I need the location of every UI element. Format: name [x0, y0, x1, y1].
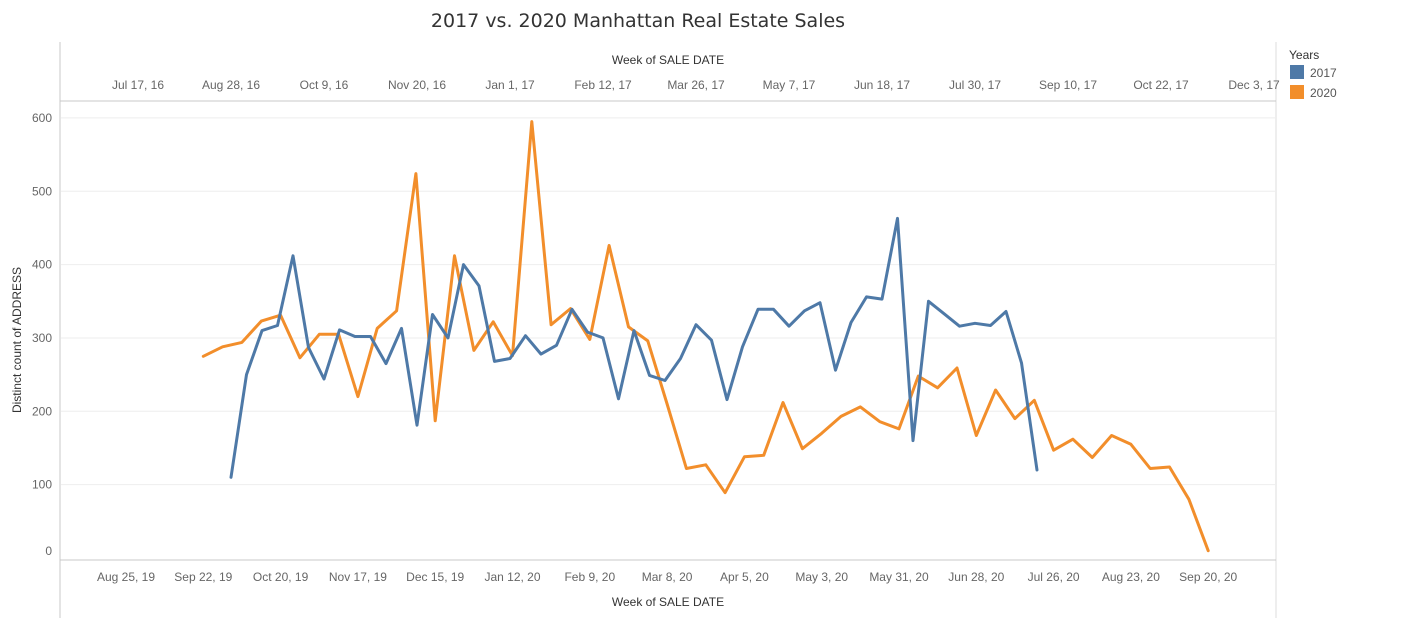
bottom-x-tick-label: Sep 20, 20: [1179, 570, 1237, 584]
bottom-x-tick-label: Oct 20, 19: [253, 570, 309, 584]
legend: Years 2017 2020: [1289, 48, 1337, 100]
top-x-tick-label: Jan 1, 17: [485, 78, 535, 92]
top-x-tick-label: Jul 30, 17: [949, 78, 1001, 92]
series-layer: [201, 120, 1210, 553]
top-x-tick-label: Oct 22, 17: [1133, 78, 1189, 92]
legend-label-2020: 2020: [1310, 86, 1337, 100]
bottom-x-tick-label: Dec 15, 19: [406, 570, 464, 584]
y-tick-label: 300: [32, 331, 52, 345]
bottom-x-tick-label: Feb 9, 20: [564, 570, 615, 584]
y-tick-label: 200: [32, 404, 52, 418]
legend-swatch-2017: [1290, 65, 1304, 79]
legend-swatch-2020: [1290, 85, 1304, 99]
series-line-2020: [201, 120, 1210, 553]
y-axis-title: Distinct count of ADDRESS: [10, 267, 24, 413]
top-x-tick-label: Nov 20, 16: [388, 78, 446, 92]
y-tick-label: 0: [45, 544, 52, 558]
legend-label-2017: 2017: [1310, 66, 1337, 80]
bottom-x-tick-label: Mar 8, 20: [642, 570, 693, 584]
bottom-x-tick-label: Jul 26, 20: [1028, 570, 1080, 584]
bottom-x-tick-label: Jan 12, 20: [484, 570, 540, 584]
y-tick-label: 500: [32, 184, 52, 198]
legend-title: Years: [1289, 48, 1319, 62]
y-tick-label: 600: [32, 111, 52, 125]
series-line-2017: [229, 216, 1039, 479]
bottom-axis-title: Week of SALE DATE: [612, 595, 724, 609]
bottom-x-tick-label: Sep 22, 19: [174, 570, 232, 584]
top-x-tick-label: Jun 18, 17: [854, 78, 910, 92]
bottom-x-tick-label: Jun 28, 20: [948, 570, 1004, 584]
bottom-x-tick-label: Nov 17, 19: [329, 570, 387, 584]
y-tick-label: 100: [32, 478, 52, 492]
gridlines: [61, 117, 1276, 486]
top-x-tick-label: Jul 17, 16: [112, 78, 164, 92]
top-x-tick-label: Oct 9, 16: [300, 78, 349, 92]
bottom-x-tick-label: May 3, 20: [795, 570, 848, 584]
bottom-x-tick-label: Aug 25, 19: [97, 570, 155, 584]
top-x-tick-label: Feb 12, 17: [574, 78, 632, 92]
top-axis-title: Week of SALE DATE: [612, 53, 724, 67]
bottom-x-tick-label: May 31, 20: [869, 570, 929, 584]
top-x-axis-ticks: Jul 17, 16 Aug 28, 16 Oct 9, 16 Nov 20, 16 J…: [112, 78, 1280, 92]
bottom-x-tick-label: Aug 23, 20: [1102, 570, 1160, 584]
top-x-tick-label: Sep 10, 17: [1039, 78, 1097, 92]
top-x-tick-label: May 7, 17: [763, 78, 816, 92]
bottom-x-axis-ticks: Aug 25, 19 Sep 22, 19 Oct 20, 19 Nov 17, 19…: [97, 570, 1238, 584]
y-tick-label: 400: [32, 258, 52, 272]
top-x-tick-label: Dec 3, 17: [1228, 78, 1280, 92]
chart-title: 2017 vs. 2020 Manhattan Real Estate Sale…: [431, 10, 845, 32]
y-axis-ticks: 0 100 200 300 400 500 600: [32, 111, 52, 558]
top-x-tick-label: Mar 26, 17: [667, 78, 725, 92]
top-x-tick-label: Aug 28, 16: [202, 78, 260, 92]
bottom-x-tick-label: Apr 5, 20: [720, 570, 769, 584]
